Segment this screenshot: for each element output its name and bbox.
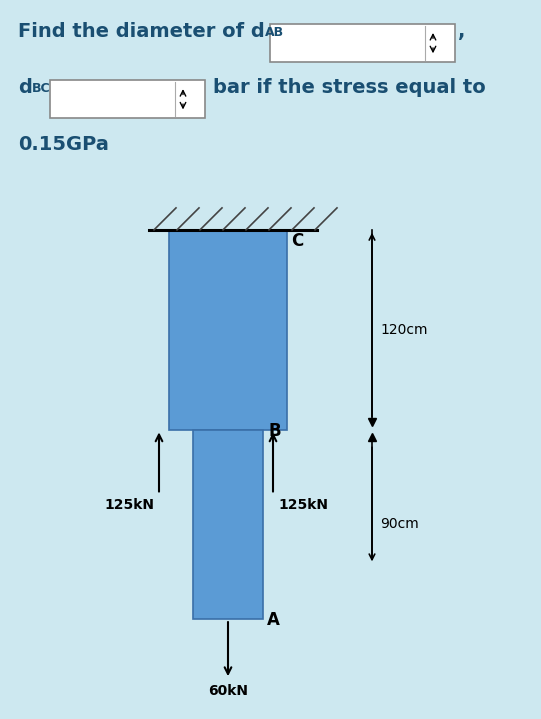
Text: B: B xyxy=(269,421,282,439)
Bar xyxy=(193,429,263,619)
Text: ,: , xyxy=(458,22,465,41)
Bar xyxy=(169,230,287,429)
Text: d: d xyxy=(18,78,32,97)
Bar xyxy=(50,81,205,119)
Text: 125kN: 125kN xyxy=(278,498,328,513)
Text: 60kN: 60kN xyxy=(208,684,248,698)
Text: 0.15GPa: 0.15GPa xyxy=(18,135,109,155)
Text: Find the diameter of d: Find the diameter of d xyxy=(18,22,265,41)
Text: BC: BC xyxy=(32,82,51,95)
Text: 125kN: 125kN xyxy=(104,498,154,513)
Text: C: C xyxy=(291,232,304,250)
Text: AB: AB xyxy=(265,26,284,39)
Text: bar if the stress equal to: bar if the stress equal to xyxy=(213,78,486,97)
Text: 120cm: 120cm xyxy=(380,323,427,336)
Text: A: A xyxy=(267,611,280,629)
Text: 90cm: 90cm xyxy=(380,518,419,531)
Bar xyxy=(270,24,455,62)
